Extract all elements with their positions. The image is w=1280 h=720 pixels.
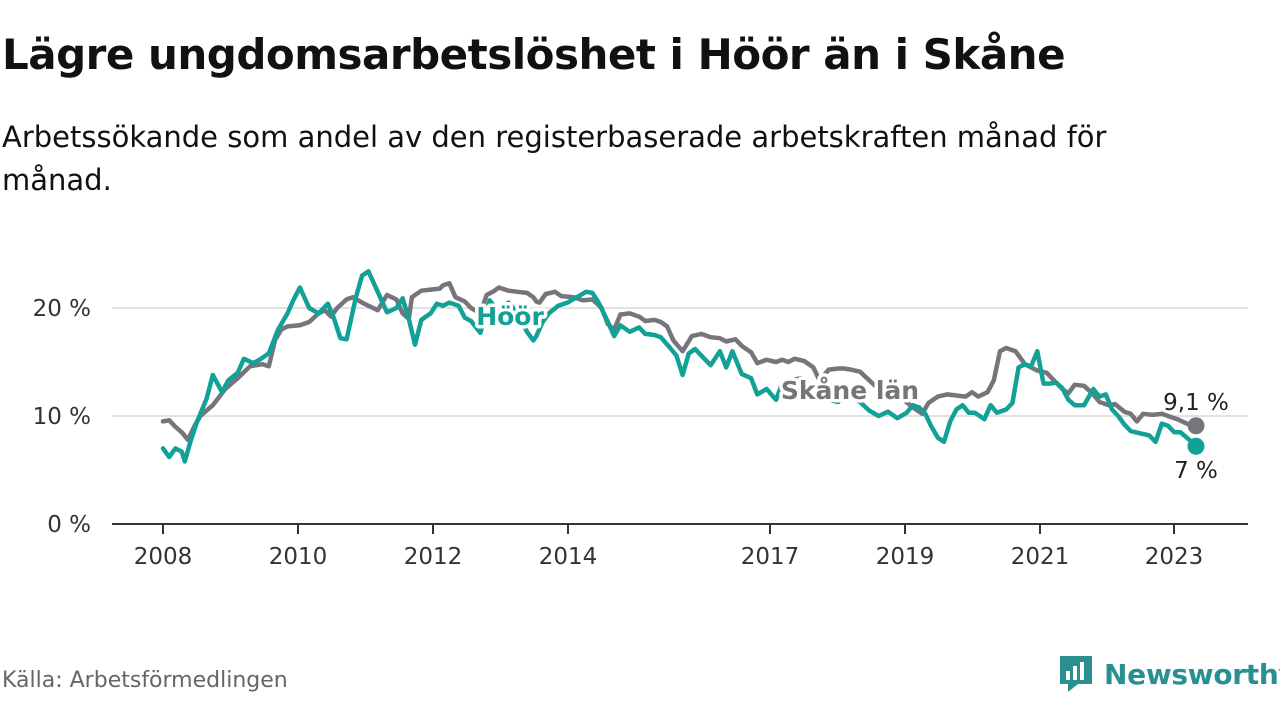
x-tick-label: 2012 [404, 544, 463, 570]
brand-logo[interactable]: Newsworthy [1058, 650, 1280, 698]
x-tick-label: 2014 [539, 544, 598, 570]
newsworthy-icon [1060, 656, 1092, 692]
y-tick-label: 0 % [47, 512, 91, 538]
series-layer [160, 269, 1205, 464]
x-tick-label: 2023 [1145, 544, 1204, 570]
brand-name: Newsworthy [1104, 657, 1280, 691]
axis-layer: 0 % 10 % 20 % 2008 2010 2012 2014 2017 2019 2021 2… [33, 296, 1248, 570]
grid-layer [112, 307, 1248, 417]
series-end-dot-hoor [1187, 437, 1205, 455]
x-tick-label: 2019 [876, 544, 935, 570]
x-tick-label: 2021 [1011, 544, 1070, 570]
chart-subtitle: Arbetssökande som andel av den registerb… [2, 120, 1107, 197]
series-line-hoor [160, 269, 1199, 464]
series-end-dot-skane-lan [1187, 417, 1205, 435]
end-value-label-skane: 9,1 % [1163, 390, 1229, 416]
series-label-hoor: Höör [476, 302, 544, 331]
y-tick-label: 20 % [33, 296, 91, 322]
source-note: Källa: Arbetsförmedlingen [2, 668, 288, 693]
label-layer: Skåne län Höör 9,1 % 7 % [473, 299, 1229, 485]
x-tick-label: 2008 [134, 544, 193, 570]
chart-title: Lägre ungdomsarbetslöshet i Höör än i Sk… [2, 30, 1066, 79]
x-tick-label: 2010 [269, 544, 328, 570]
x-tick-label: 2017 [741, 544, 800, 570]
series-label-skane: Skåne län [781, 376, 919, 405]
end-value-label-hoor: 7 % [1174, 458, 1218, 484]
y-tick-label: 10 % [33, 404, 91, 430]
